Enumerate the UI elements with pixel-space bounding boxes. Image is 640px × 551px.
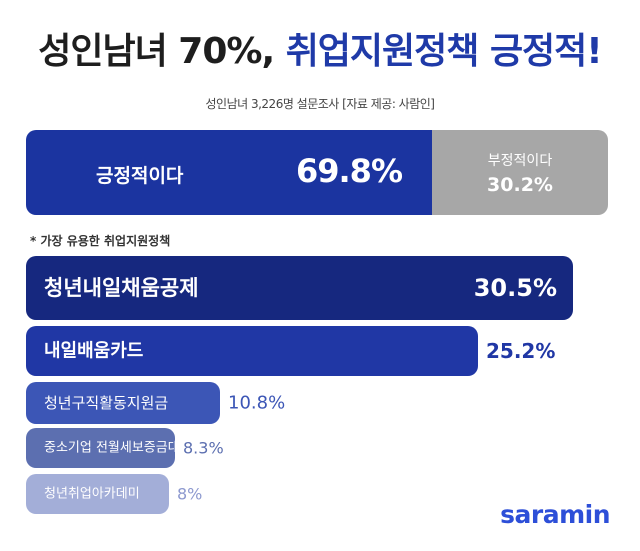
negative-value: 30.2% <box>487 174 553 196</box>
policy-bar-value: 8.3% <box>183 439 224 458</box>
positive-label: 긍정적이다 <box>96 165 184 187</box>
policy-bar-value: 10.8% <box>228 393 285 414</box>
policy-bar <box>26 474 169 514</box>
policy-bar <box>26 256 573 320</box>
policy-bar-value: 8% <box>177 485 202 504</box>
positive-negative-split-bar: 긍정적이다 69.8% 부정적이다 30.2% <box>26 130 608 215</box>
section-note: * 가장 유용한 취업지원정책 <box>30 234 171 248</box>
saramin-logo: saramin <box>500 500 610 529</box>
policy-bar <box>26 428 175 468</box>
negative-label: 부정적이다 <box>487 153 553 169</box>
policy-bar-label: 내일배움카드 <box>44 341 143 362</box>
policy-bar-label: 중소기업 전월세보증금대출 <box>44 441 192 456</box>
policy-bar-value: 25.2% <box>486 339 555 363</box>
survey-subtitle: 성인남녀 3,226명 설문조사 [자료 제공: 사람인] <box>205 97 435 111</box>
policy-bar <box>26 326 478 376</box>
policy-bar-label: 청년취업아카데미 <box>44 487 140 502</box>
policy-bar-label: 청년내일채움공제 <box>44 276 199 300</box>
title-part-2: 취업지원정책 긍정적! <box>285 31 603 72</box>
title-part-1: 성인남녀 70%, <box>38 31 275 72</box>
positive-segment: 긍정적이다 69.8% <box>26 130 432 215</box>
policy-bar <box>26 382 220 424</box>
negative-segment: 부정적이다 30.2% <box>432 130 608 215</box>
policy-bar-value: 30.5% <box>474 274 557 302</box>
page-title: 성인남녀 70%, 취업지원정책 긍정적! <box>0 22 640 74</box>
positive-value: 69.8% <box>295 152 403 190</box>
policy-bar-label: 청년구직활동지원금 <box>44 394 168 412</box>
